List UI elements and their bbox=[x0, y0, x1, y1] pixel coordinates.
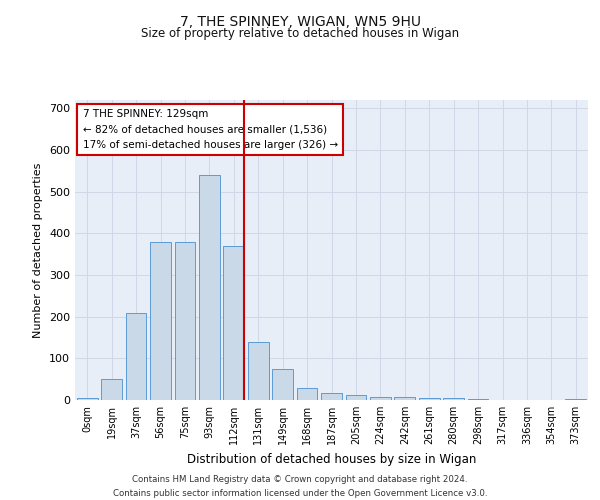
Y-axis label: Number of detached properties: Number of detached properties bbox=[34, 162, 43, 338]
Text: Contains HM Land Registry data © Crown copyright and database right 2024.
Contai: Contains HM Land Registry data © Crown c… bbox=[113, 476, 487, 498]
X-axis label: Distribution of detached houses by size in Wigan: Distribution of detached houses by size … bbox=[187, 452, 476, 466]
Text: 7, THE SPINNEY, WIGAN, WN5 9HU: 7, THE SPINNEY, WIGAN, WN5 9HU bbox=[179, 15, 421, 29]
Bar bbox=[296, 388, 317, 400]
Bar bbox=[125, 312, 146, 400]
Bar bbox=[419, 398, 440, 400]
Bar bbox=[101, 379, 122, 400]
Bar bbox=[370, 396, 391, 400]
Bar bbox=[175, 242, 196, 400]
Bar bbox=[467, 399, 488, 400]
Bar bbox=[346, 395, 367, 400]
Bar bbox=[150, 242, 171, 400]
Bar bbox=[248, 342, 269, 400]
Bar bbox=[443, 398, 464, 400]
Bar bbox=[321, 393, 342, 400]
Bar bbox=[272, 369, 293, 400]
Bar bbox=[223, 246, 244, 400]
Bar bbox=[199, 175, 220, 400]
Text: 7 THE SPINNEY: 129sqm
← 82% of detached houses are smaller (1,536)
17% of semi-d: 7 THE SPINNEY: 129sqm ← 82% of detached … bbox=[83, 109, 338, 150]
Bar bbox=[394, 397, 415, 400]
Text: Size of property relative to detached houses in Wigan: Size of property relative to detached ho… bbox=[141, 28, 459, 40]
Bar bbox=[77, 398, 98, 400]
Bar bbox=[565, 399, 586, 400]
